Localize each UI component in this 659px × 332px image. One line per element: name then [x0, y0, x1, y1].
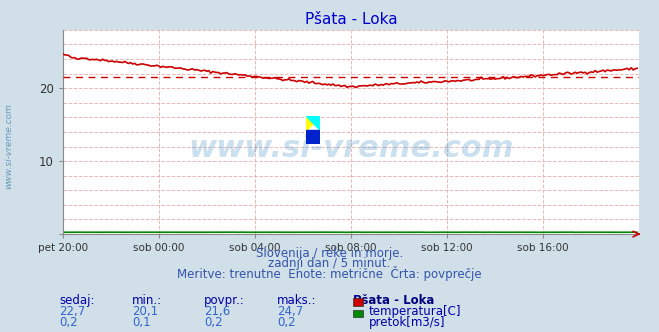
- Polygon shape: [306, 116, 320, 130]
- Text: maks.:: maks.:: [277, 294, 316, 307]
- Text: www.si-vreme.com: www.si-vreme.com: [188, 134, 514, 163]
- Text: sedaj:: sedaj:: [59, 294, 95, 307]
- Text: 22,7: 22,7: [59, 305, 86, 318]
- Text: 24,7: 24,7: [277, 305, 303, 318]
- Text: Meritve: trenutne  Enote: metrične  Črta: povprečje: Meritve: trenutne Enote: metrične Črta: …: [177, 266, 482, 281]
- Text: povpr.:: povpr.:: [204, 294, 245, 307]
- Text: Pšata - Loka: Pšata - Loka: [353, 294, 434, 307]
- Text: zadnji dan / 5 minut.: zadnji dan / 5 minut.: [268, 257, 391, 270]
- Polygon shape: [306, 116, 320, 130]
- Text: temperatura[C]: temperatura[C]: [368, 305, 461, 318]
- Title: Pšata - Loka: Pšata - Loka: [304, 12, 397, 27]
- Polygon shape: [306, 130, 320, 144]
- Text: 20,1: 20,1: [132, 305, 158, 318]
- Text: min.:: min.:: [132, 294, 162, 307]
- Text: 0,2: 0,2: [204, 316, 223, 329]
- Text: 0,2: 0,2: [277, 316, 295, 329]
- Text: 0,2: 0,2: [59, 316, 78, 329]
- Text: Slovenija / reke in morje.: Slovenija / reke in morje.: [256, 247, 403, 260]
- Text: www.si-vreme.com: www.si-vreme.com: [4, 103, 13, 189]
- Text: pretok[m3/s]: pretok[m3/s]: [368, 316, 445, 329]
- Text: 0,1: 0,1: [132, 316, 150, 329]
- Text: 21,6: 21,6: [204, 305, 231, 318]
